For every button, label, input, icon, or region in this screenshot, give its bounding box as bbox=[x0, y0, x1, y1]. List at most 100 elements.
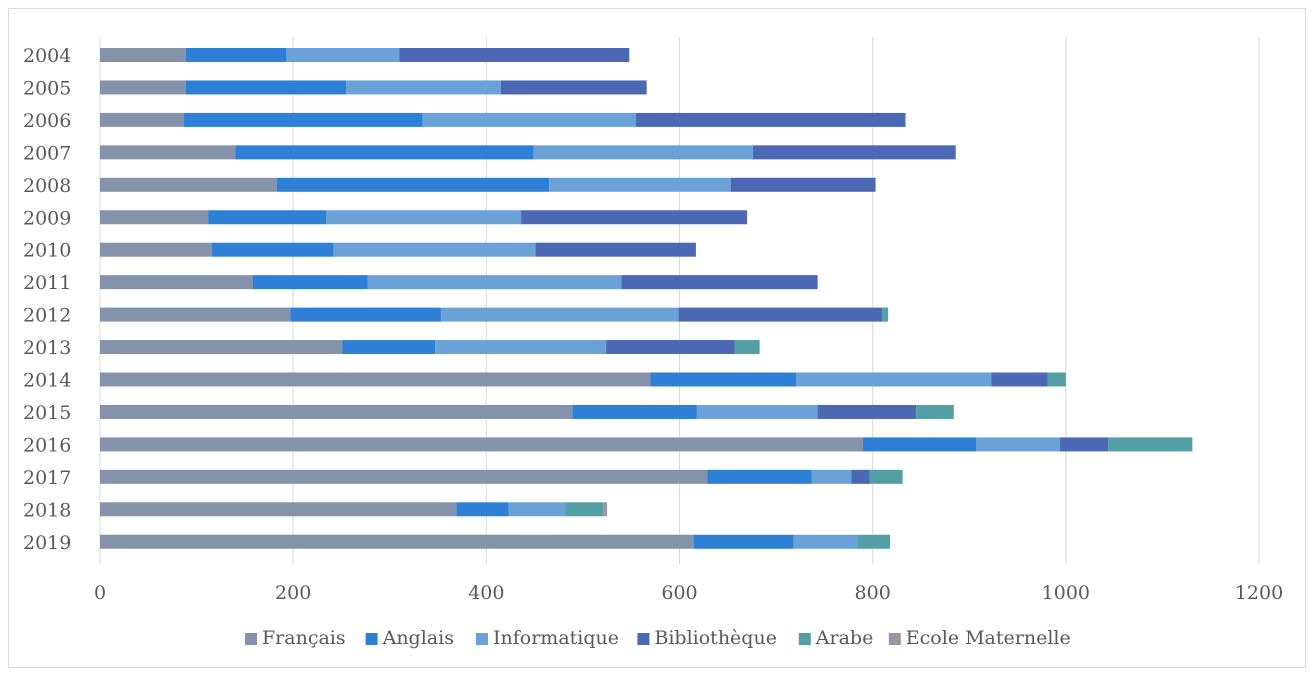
bar-2018-informatique bbox=[508, 502, 566, 517]
legend-label: Français bbox=[262, 627, 346, 649]
bar-2012-anglais bbox=[290, 307, 441, 322]
legend-swatch bbox=[888, 633, 901, 645]
bar-2004-anglais bbox=[185, 48, 287, 62]
legend: Français Anglais Informatique Bibliothèque A… bbox=[245, 627, 1071, 649]
legend-swatch bbox=[245, 633, 257, 645]
bar-2012-arabe bbox=[882, 307, 889, 322]
bar-2013-anglais bbox=[342, 340, 436, 355]
bar-2017-arabe bbox=[869, 469, 903, 484]
legend-label: Bibliothèque bbox=[654, 627, 777, 649]
bar-2006-anglais bbox=[184, 112, 423, 127]
bar-2005-biblioth-que bbox=[500, 80, 647, 95]
category-label: 2006 bbox=[23, 110, 71, 132]
legend-label: Anglais bbox=[382, 627, 454, 649]
bar-2004-fran-ais bbox=[100, 48, 186, 62]
bar-2019-informatique bbox=[793, 534, 858, 549]
bar-2012-informatique bbox=[440, 307, 679, 322]
bar-2007-anglais bbox=[235, 145, 534, 160]
bar-2015-arabe bbox=[916, 404, 954, 419]
bar-2007-biblioth-que bbox=[752, 145, 956, 160]
bar-2009-biblioth-que bbox=[521, 210, 748, 225]
bar-2017-fran-ais bbox=[100, 469, 708, 484]
bar-2011-biblioth-que bbox=[621, 275, 818, 290]
bar-2015-anglais bbox=[572, 404, 697, 419]
bar-2016-fran-ais bbox=[100, 437, 864, 452]
x-tick-label: 1000 bbox=[1042, 582, 1090, 604]
x-tick-label: 800 bbox=[855, 582, 891, 604]
bar-2005-informatique bbox=[346, 80, 501, 95]
category-labels: 2004 2005 2006 2007 2008 2009 2010 2011 2012 2013… bbox=[23, 45, 71, 554]
bar-2017-anglais bbox=[707, 469, 812, 484]
bar-2017-informatique bbox=[811, 469, 852, 484]
x-axis-tick-labels: 0 200 400 600 800 1000 1200 bbox=[94, 582, 1283, 604]
legend-swatch bbox=[798, 633, 811, 645]
legend-label: Arabe bbox=[815, 627, 874, 649]
bar-2015-informatique bbox=[696, 404, 818, 419]
category-label: 2004 bbox=[23, 45, 71, 67]
bar-2004-biblioth-que bbox=[399, 48, 630, 62]
category-label: 2009 bbox=[23, 207, 71, 229]
bar-2011-anglais bbox=[252, 275, 368, 290]
bar-2004-informatique bbox=[286, 48, 400, 62]
bar-2019-arabe bbox=[857, 534, 891, 549]
category-label: 2012 bbox=[23, 305, 71, 327]
bar-2010-fran-ais bbox=[100, 242, 213, 257]
stacked-bar-chart: 2004 2005 2006 2007 2008 2009 2010 2011 2012 2013… bbox=[23, 37, 1283, 649]
category-label: 2019 bbox=[23, 532, 71, 554]
bar-2005-anglais bbox=[185, 80, 347, 95]
bar-2011-fran-ais bbox=[100, 275, 253, 290]
bar-2016-informatique bbox=[976, 437, 1061, 452]
bar-2011-informatique bbox=[367, 275, 622, 290]
category-label: 2015 bbox=[23, 402, 71, 424]
category-label: 2011 bbox=[23, 272, 71, 294]
bar-2010-biblioth-que bbox=[535, 242, 696, 257]
bar-2016-biblioth-que bbox=[1060, 437, 1109, 452]
bar-2008-anglais bbox=[276, 177, 550, 192]
bar-2019-fran-ais bbox=[100, 534, 694, 549]
bar-2013-informatique bbox=[435, 340, 607, 355]
bar-2016-anglais bbox=[863, 437, 977, 452]
category-label: 2016 bbox=[23, 434, 71, 456]
category-label: 2017 bbox=[23, 467, 71, 489]
legend-swatch bbox=[365, 633, 378, 645]
bar-2013-arabe bbox=[734, 340, 760, 355]
bar-2013-fran-ais bbox=[100, 340, 343, 355]
bar-2014-biblioth-que bbox=[991, 372, 1048, 387]
category-label: 2018 bbox=[23, 499, 71, 521]
legend-label: Ecole Maternelle bbox=[906, 627, 1071, 649]
x-tick-label: 0 bbox=[94, 582, 106, 604]
bar-2019-anglais bbox=[693, 534, 794, 549]
bar-2013-biblioth-que bbox=[606, 340, 735, 355]
bar-2005-fran-ais bbox=[100, 80, 186, 95]
bar-2012-fran-ais bbox=[100, 307, 291, 322]
bar-2007-informatique bbox=[533, 145, 753, 160]
category-label: 2005 bbox=[23, 77, 71, 99]
bar-2007-fran-ais bbox=[100, 145, 236, 160]
legend-swatch bbox=[476, 633, 488, 645]
category-label: 2007 bbox=[23, 142, 71, 164]
bar-2008-biblioth-que bbox=[730, 177, 876, 192]
bars bbox=[100, 48, 1193, 549]
bar-2012-biblioth-que bbox=[678, 307, 883, 322]
bar-2008-fran-ais bbox=[100, 177, 277, 192]
bar-2006-informatique bbox=[422, 112, 637, 127]
bar-2014-informatique bbox=[796, 372, 992, 387]
x-tick-label: 600 bbox=[661, 582, 697, 604]
bar-2014-arabe bbox=[1047, 372, 1066, 387]
category-label: 2014 bbox=[23, 370, 71, 392]
x-tick-label: 400 bbox=[468, 582, 504, 604]
bar-2006-fran-ais bbox=[100, 112, 185, 127]
category-label: 2013 bbox=[23, 337, 71, 359]
x-tick-label: 1200 bbox=[1235, 582, 1283, 604]
bar-2009-anglais bbox=[208, 210, 327, 225]
bar-2017-biblioth-que bbox=[851, 469, 870, 484]
bar-2018-anglais bbox=[456, 502, 509, 517]
bar-2014-fran-ais bbox=[100, 372, 651, 387]
category-label: 2008 bbox=[23, 175, 71, 197]
bar-2006-biblioth-que bbox=[636, 112, 906, 127]
bar-2010-informatique bbox=[333, 242, 536, 257]
bar-2010-anglais bbox=[212, 242, 334, 257]
bar-2018-ecole-maternelle bbox=[603, 502, 608, 517]
bar-2014-anglais bbox=[650, 372, 797, 387]
bar-2018-fran-ais bbox=[100, 502, 457, 517]
